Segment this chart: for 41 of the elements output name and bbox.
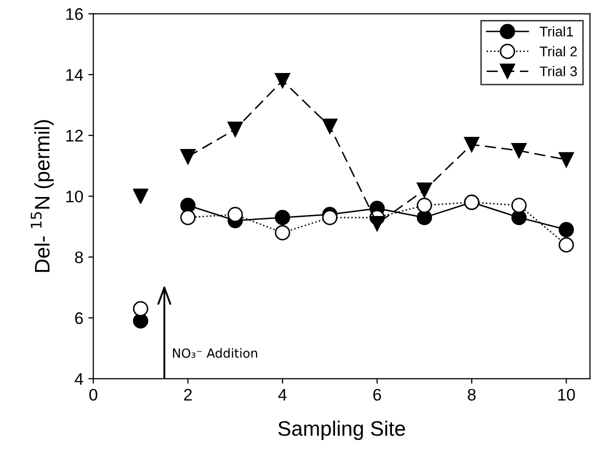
x-tick-label: 2 [184,388,192,400]
y-tick-label: 8 [75,251,83,264]
point [558,222,574,238]
legend-label: Trial1 [540,26,573,36]
y-tick-label: 4 [74,373,84,385]
point [228,122,243,137]
point [274,210,290,226]
x-axis-title: Sampling Site [278,420,405,440]
point [511,142,527,158]
point [369,216,385,232]
legend-label: Trial 2 [540,46,577,56]
y-tick-label: 16 [66,8,83,20]
point [274,225,290,240]
point [511,210,527,226]
y-tick-label: 10 [66,190,83,202]
point [464,136,480,152]
x-tick-label: 0 [89,388,98,401]
point [132,188,148,204]
point [558,237,574,253]
point [322,118,338,134]
y-axis-title: Del- $^{15}$N (permil) [30,120,54,272]
point [416,182,432,198]
y-tick-label: 6 [75,312,83,324]
point [322,210,338,226]
y-tick-label: 14 [66,69,84,81]
y-tick-label: 12 [66,130,83,142]
point [274,73,290,88]
x-tick-label: 4 [278,389,287,400]
point [228,206,243,222]
point [511,198,527,213]
legend-label: Trial 3 [540,66,577,76]
annotation: NO₃⁻ Addition [173,348,258,358]
point [180,198,196,213]
x-tick-label: 6 [373,388,382,401]
point [180,149,196,164]
point [416,210,432,226]
point [416,198,432,213]
x-tick-label: 8 [468,388,476,401]
point [132,313,148,329]
x-tick-label: 10 [558,388,575,401]
point [558,152,574,168]
